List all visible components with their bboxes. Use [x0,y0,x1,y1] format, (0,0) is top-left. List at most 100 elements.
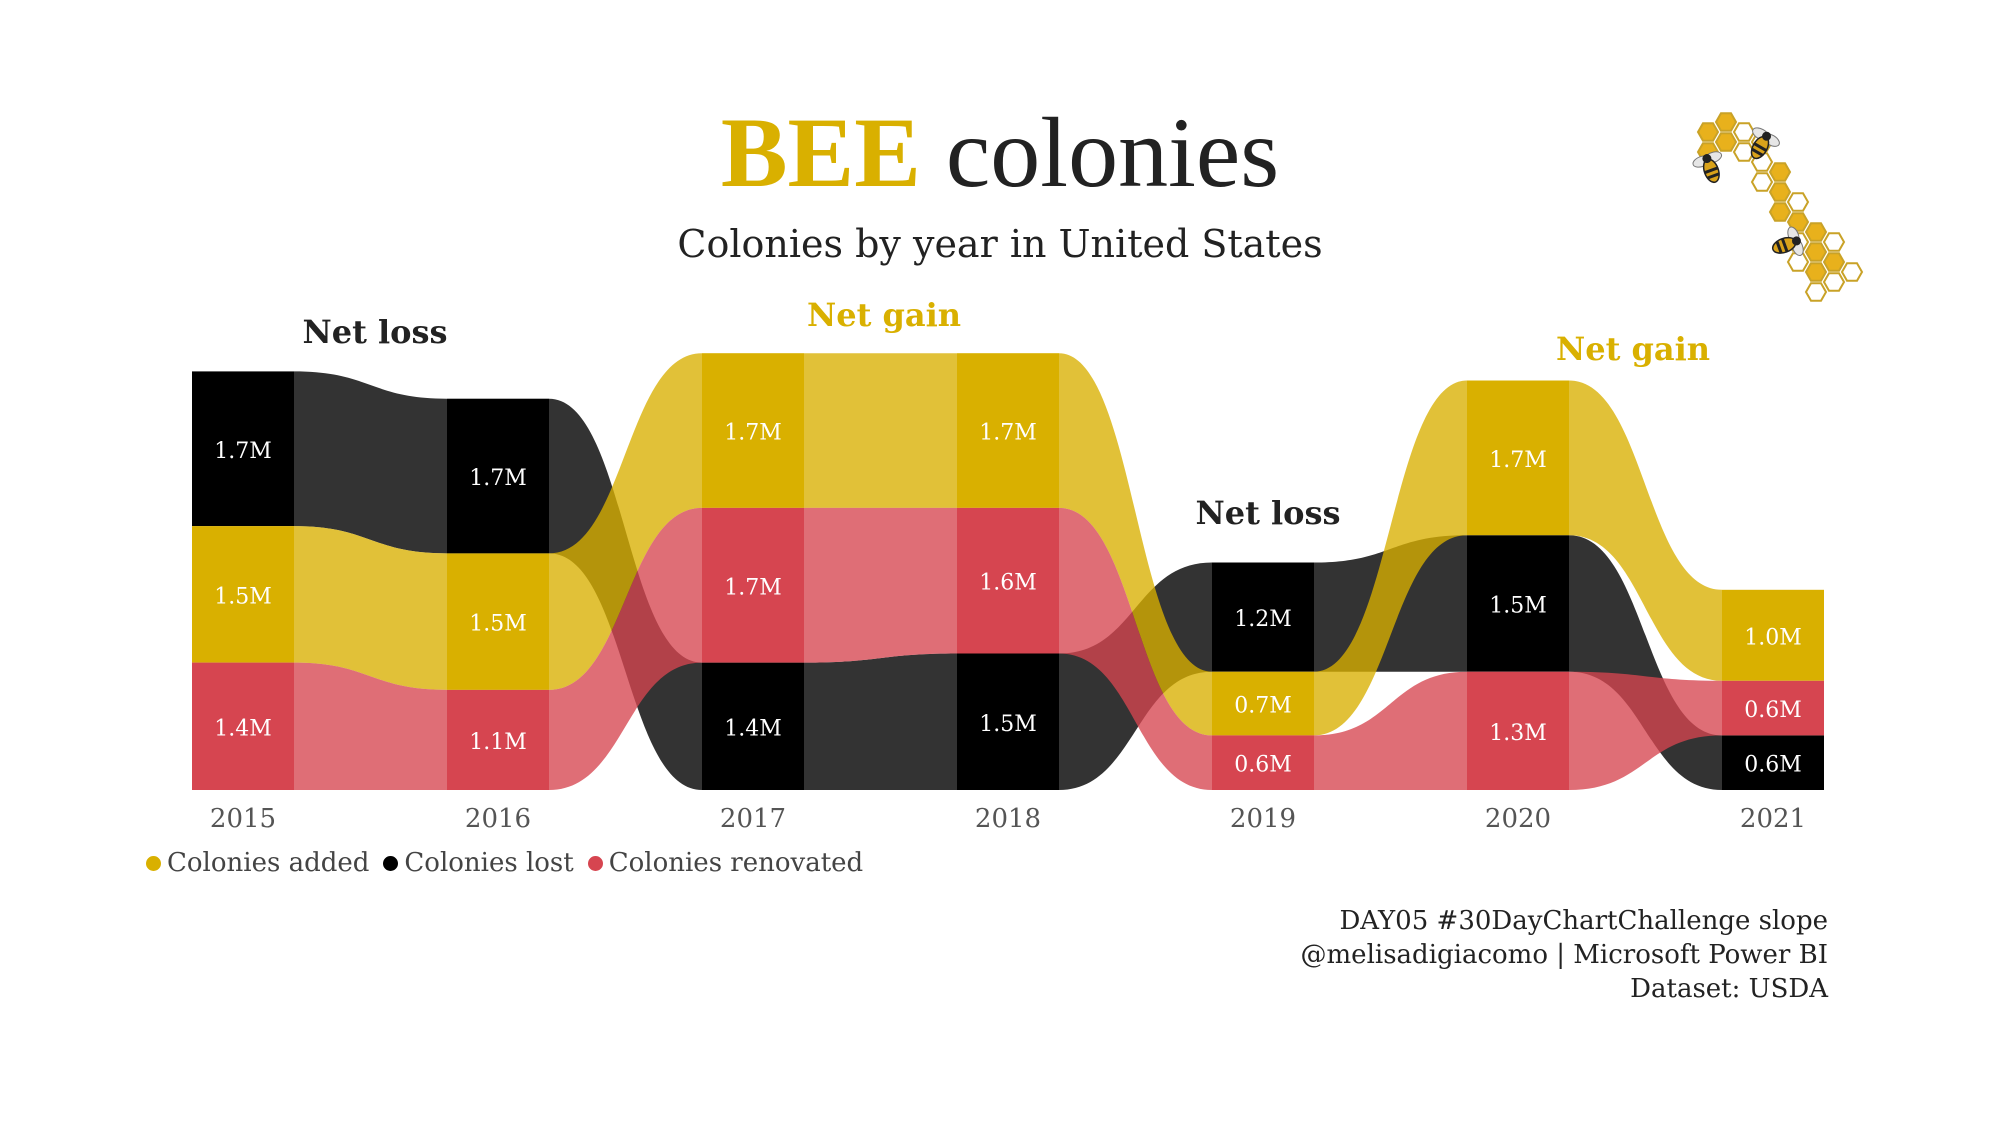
ribbon-renovated-2017-2018 [804,507,957,663]
legend: Colonies added Colonies lost Colonies re… [146,848,877,878]
bee-2-head [1762,131,1771,141]
data-label-added-2016: 1.5M [469,612,527,637]
data-label-added-2017: 1.7M [724,421,782,446]
bar-lost-2016 [447,398,549,554]
ribbon-added-2015-2016 [294,526,447,690]
legend-label-lost: Colonies lost [404,848,574,878]
bar-lost-2015 [192,371,294,527]
data-label-added-2015: 1.5M [214,584,272,609]
bee-3-head [1791,236,1801,246]
ribbon-renovated-2016-2017 [549,507,702,790]
honeycomb-cell-21 [1822,272,1846,292]
x-tick-label-2020: 2020 [1485,804,1551,834]
bar-added-2021 [1722,589,1824,681]
annotation-loss-0: Net loss [302,313,447,351]
bee-2-stripe-2 [1751,147,1764,157]
data-label-lost-2016: 1.7M [469,466,527,491]
honeycomb-cell-8 [1768,162,1792,182]
chart-subtitle: Colonies by year in United States [677,222,1323,266]
bar-renovated-2020 [1467,671,1569,790]
honeycomb-cell-11 [1786,192,1810,212]
bee-3 [1771,226,1804,257]
legend-item-lost[interactable]: Colonies lost [383,848,574,878]
legend-dot-renovated [587,855,603,871]
data-label-renovated-2019: 0.6M [1234,753,1292,778]
bee-1-head [1702,154,1712,164]
bar-renovated-2017 [702,507,804,663]
data-label-lost-2017: 1.4M [724,716,782,741]
x-tick-label-2017: 2017 [720,804,786,834]
ribbon-added-2017-2018 [804,353,957,508]
bee-honeycomb-icon [1692,112,1864,302]
x-tick-label-2015: 2015 [210,804,276,834]
honeycomb-cell-9 [1750,172,1774,192]
data-label-added-2021: 1.0M [1744,625,1802,650]
ribbon-lost-2015-2016 [294,371,447,554]
honeycomb-cell-16 [1804,242,1828,262]
ribbon-renovated-2019-2020 [1314,671,1467,790]
honeycomb-cell-23 [1804,282,1828,302]
data-label-renovated-2015: 1.4M [214,716,272,741]
honeycomb-cell-18 [1786,252,1810,272]
data-label-added-2019: 0.7M [1234,694,1292,719]
legend-label-added: Colonies added [167,848,370,878]
ribbon-lost-2017-2018 [804,653,957,790]
ribbon-added-2020-2021 [1569,380,1722,681]
legend-item-added[interactable]: Colonies added [146,848,369,878]
bar-lost-2020 [1467,535,1569,672]
bar-renovated-2021 [1722,680,1824,736]
honeycomb-cell-17 [1822,232,1846,252]
bar-renovated-2016 [447,689,549,790]
bar-added-2020 [1467,380,1569,536]
honeycomb-cell-10 [1768,182,1792,202]
legend-dot-added [146,855,161,871]
bars: 1.7M 1.5M 1.4M 2015 1.7M 1.5M 1.1M 2016 1.4M 1.7M… [192,353,1824,834]
title-rest: colonies [920,97,1280,208]
bee-3-stripe-1 [1780,238,1789,253]
ribbon-added-2019-2020 [1314,380,1467,736]
legend-item-renovated[interactable]: Colonies renovated [587,848,864,878]
annotation-loss-2: Net loss [1195,494,1340,532]
credit-line-dataset: Dataset: USDA [1630,974,1828,1004]
bar-renovated-2015 [192,662,294,790]
bee-1 [1692,151,1723,184]
ribbons [294,353,1722,790]
bar-added-2015 [192,526,294,663]
honeycomb-cell-13 [1786,212,1810,232]
ribbon-renovated-2015-2016 [294,662,447,790]
x-tick-label-2016: 2016 [465,804,531,834]
bar-lost-2017 [702,662,804,790]
data-label-lost-2019: 1.2M [1234,607,1292,632]
bee-3-stripe-2 [1775,241,1783,254]
data-label-added-2020: 1.7M [1489,448,1547,473]
data-label-added-2018: 1.7M [979,421,1037,446]
ribbon-renovated-2020-2021 [1569,671,1722,790]
bar-lost-2019 [1212,562,1314,672]
honeycomb-cell-19 [1804,262,1828,282]
honeycomb-cell-0 [1696,122,1720,142]
ribbon-added-2018-2019 [1059,353,1212,736]
x-tick-label-2018: 2018 [975,804,1041,834]
honeycomb-cell-22 [1840,262,1864,282]
bar-renovated-2018 [957,507,1059,654]
legend-label-renovated: Colonies renovated [608,848,864,878]
bee-2 [1750,127,1780,160]
title-highlight: BEE [720,97,921,208]
bar-added-2016 [447,553,549,690]
honeycomb-cell-2 [1732,122,1756,142]
honeycomb-cell-1 [1714,112,1738,132]
honeycomb-cell-15 [1804,222,1828,242]
credit-line-author: @melisadigiacomo | Microsoft Power BI [1300,940,1828,970]
x-tick-label-2021: 2021 [1740,804,1806,834]
ribbon-added-2016-2017 [549,353,702,690]
bee-1-stripe-2 [1707,172,1720,180]
x-tick-label-2019: 2019 [1230,804,1296,834]
data-label-renovated-2016: 1.1M [469,730,527,755]
data-label-renovated-2018: 1.6M [979,571,1037,596]
bar-added-2017 [702,353,804,508]
data-label-lost-2021: 0.6M [1744,753,1802,778]
ribbon-renovated-2018-2019 [1059,507,1212,790]
bar-renovated-2019 [1212,735,1314,790]
annotation-gain-1: Net gain [807,296,961,334]
